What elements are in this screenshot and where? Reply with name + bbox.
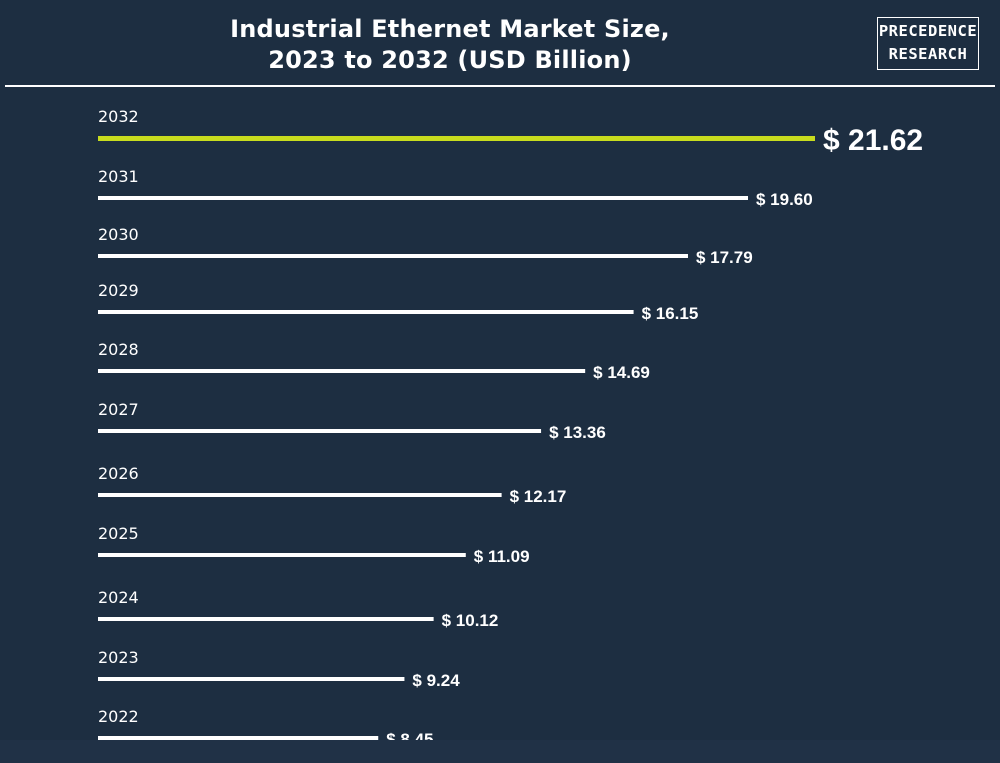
- bar-2024: [98, 617, 434, 621]
- value-label-2023: $ 9.24: [412, 671, 460, 690]
- bottom-strip: [0, 740, 1000, 763]
- precedence-research-logo: PRECEDENCE RESEARCH: [877, 17, 979, 70]
- bar-2022: [98, 736, 379, 740]
- year-label-2022: 2022: [98, 707, 139, 726]
- year-label-2032: 2032: [98, 107, 139, 126]
- header-divider: [5, 85, 995, 87]
- chart-title-line-1: Industrial Ethernet Market Size,: [230, 15, 670, 43]
- bar-2027: [98, 429, 542, 433]
- logo-line-2: RESEARCH: [888, 45, 968, 63]
- bar-2029: [98, 310, 634, 314]
- bar-2023: [98, 677, 405, 681]
- chart-title: Industrial Ethernet Market Size, 2023 to…: [150, 14, 750, 76]
- year-label-2026: 2026: [98, 464, 139, 483]
- year-label-2031: 2031: [98, 167, 139, 186]
- chart-title-line-2: 2023 to 2032 (USD Billion): [268, 46, 632, 74]
- year-label-2030: 2030: [98, 225, 139, 244]
- value-label-2027: $ 13.36: [549, 423, 606, 442]
- value-label-2025: $ 11.09: [474, 547, 530, 566]
- value-label-2024: $ 10.12: [442, 611, 499, 630]
- value-label-2028: $ 14.69: [593, 363, 650, 382]
- value-label-2030: $ 17.79: [696, 248, 753, 267]
- value-label-2026: $ 12.17: [510, 487, 567, 506]
- year-label-2025: 2025: [98, 524, 139, 543]
- value-label-2029: $ 16.15: [642, 304, 699, 323]
- value-label-2031: $ 19.60: [756, 190, 813, 209]
- bar-2030: [98, 254, 688, 258]
- bar-2028: [98, 369, 586, 373]
- year-label-2024: 2024: [98, 588, 139, 607]
- year-label-2029: 2029: [98, 281, 139, 300]
- bar-2031: [98, 196, 749, 200]
- year-label-2028: 2028: [98, 340, 139, 359]
- bar-2032: [98, 136, 815, 141]
- bar-2025: [98, 553, 466, 557]
- bar-2026: [98, 493, 502, 497]
- year-label-2023: 2023: [98, 648, 139, 667]
- year-label-2027: 2027: [98, 400, 139, 419]
- value-label-2032: $ 21.62: [823, 124, 923, 157]
- logo-line-1: PRECEDENCE: [878, 22, 978, 40]
